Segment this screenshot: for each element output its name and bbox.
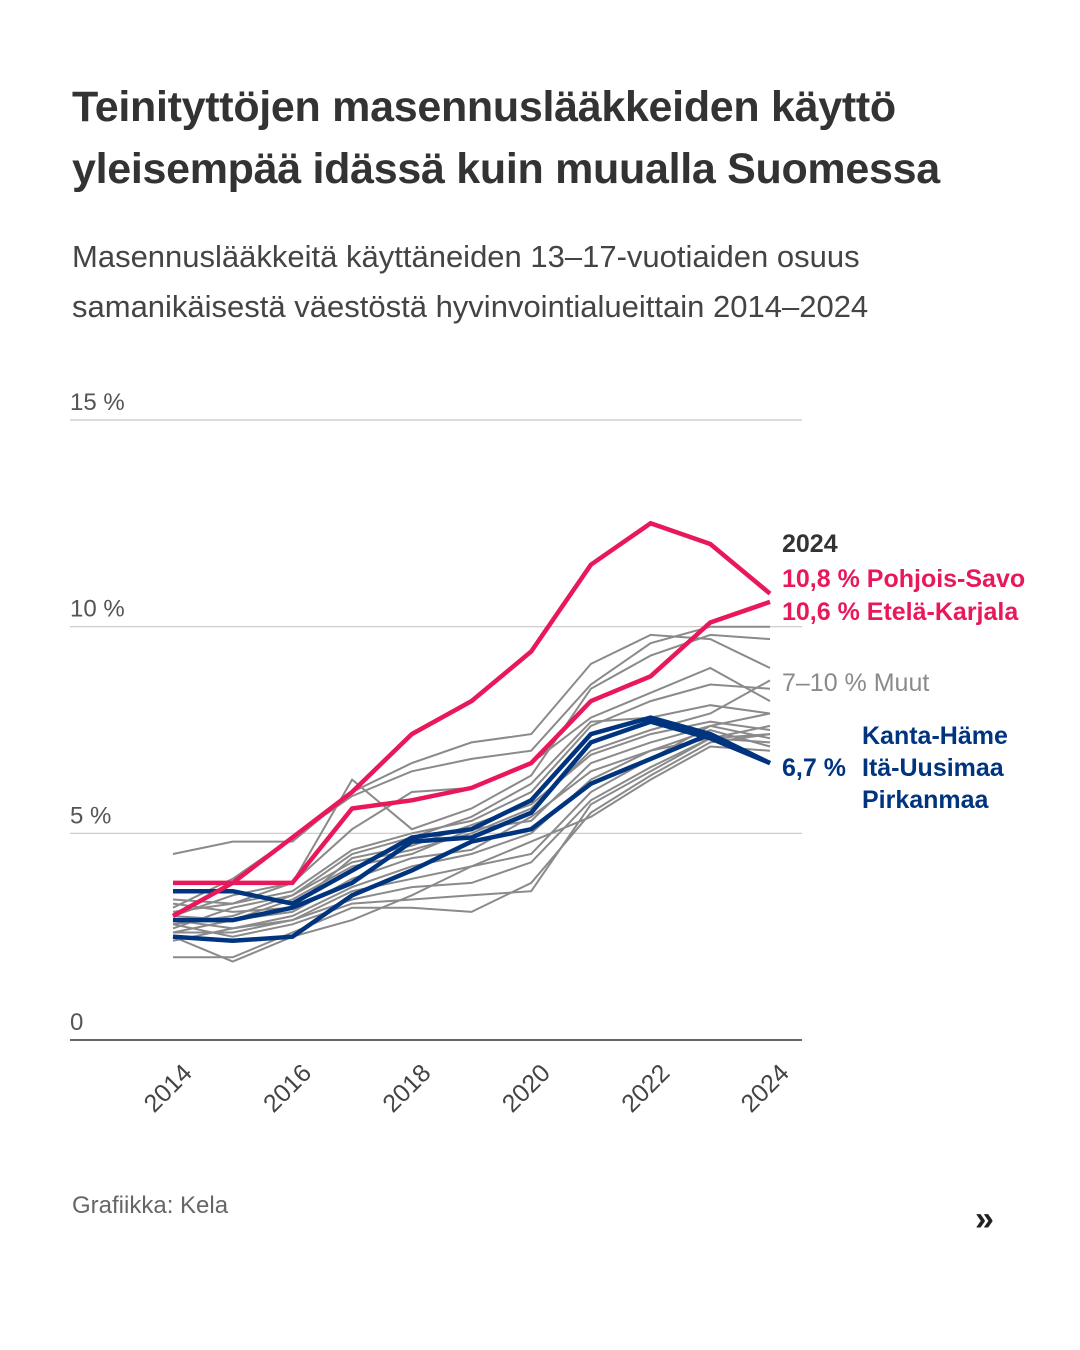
label-blue-value: 6,7 %: [782, 754, 846, 782]
series-line-kanta-häme: [173, 715, 771, 906]
series-line-muut-4: [172, 666, 771, 917]
label-muut: 7–10 % Muut: [782, 669, 929, 697]
next-chevrons-icon[interactable]: »: [975, 1200, 994, 1238]
label-year: 2024: [782, 530, 838, 558]
label-pirkanmaa: Pirkanmaa: [862, 786, 990, 814]
series-line-muut-8: [172, 720, 771, 913]
label-pohjois-savo: 10,8 % Pohjois-Savo: [782, 565, 1025, 593]
graphic-credit: Grafiikka: Kela: [72, 1192, 229, 1219]
x-tick-label: 2022: [616, 1059, 675, 1118]
series-blue-group: [172, 715, 771, 944]
series-line-muut-13: [172, 737, 771, 942]
series-line-muut-14: [172, 724, 771, 938]
x-tick-label: 2018: [377, 1059, 436, 1118]
series-line-muut-16: [172, 745, 771, 963]
series-line-muut-5: [172, 683, 771, 913]
y-tick-label: 15 %: [70, 389, 125, 416]
series-line-muut-6: [172, 704, 771, 926]
series-line-muut-15: [173, 733, 771, 959]
x-tick-label: 2016: [258, 1059, 317, 1118]
series-line-pirkanmaa: [172, 731, 771, 944]
series-line-muut-3: [172, 633, 771, 905]
series-line-muut-10: [172, 728, 771, 922]
label-etela-karjala: 10,6 % Etelä-Karjala: [782, 598, 1019, 626]
series-line-muut-11: [172, 733, 771, 930]
y-tick-label: 0: [70, 1009, 83, 1036]
direct-labels: 2024 10,8 % Pohjois-Savo 10,6 % Etelä-Ka…: [782, 530, 1025, 814]
series-line-muut-7: [172, 679, 771, 930]
x-tick-label: 2014: [139, 1059, 198, 1118]
series-line-muut-1: [172, 633, 771, 855]
y-tick-label: 10 %: [70, 596, 125, 623]
label-ita-uusimaa: Itä-Uusimaa: [862, 754, 1005, 782]
chart-subtitle: Masennuslääkkeitä käyttäneiden 13–17-vuo…: [72, 239, 869, 324]
x-axis-ticks: 2014 2016 2018 2020 2022 2024: [139, 1059, 795, 1118]
series-line-itä-uusimaa: [173, 719, 771, 923]
x-tick-label: 2020: [497, 1059, 556, 1118]
y-tick-label: 5 %: [70, 802, 111, 829]
chart-title: Teinityttöjen masennuslääkkeiden käyttö …: [72, 83, 940, 193]
y-axis-ticks: 0 5 % 10 % 15 %: [70, 389, 125, 1036]
series-pink-group: [171, 520, 772, 918]
series-line-etelä-karjala: [173, 599, 771, 886]
series-gray-group: [172, 625, 771, 963]
label-kanta-hame: Kanta-Häme: [862, 722, 1008, 750]
x-tick-label: 2024: [736, 1059, 795, 1118]
series-line-pohjois-savo: [171, 520, 772, 918]
